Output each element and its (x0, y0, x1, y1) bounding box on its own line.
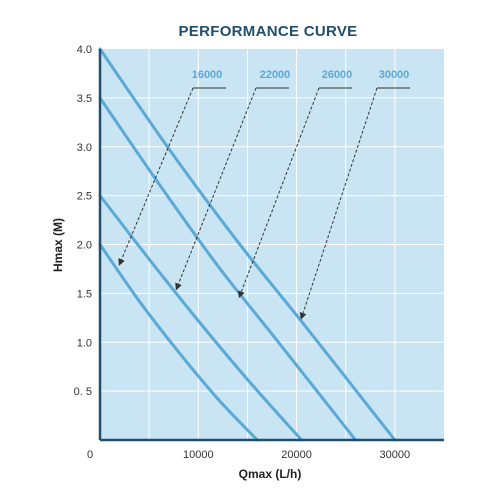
y-tick-label: 1.0 (77, 337, 92, 349)
series-label-16000: 16000 (192, 69, 223, 81)
x-tick-label: 20000 (281, 449, 312, 461)
y-tick-label: 1.5 (77, 288, 92, 300)
series-label-30000: 30000 (379, 69, 410, 81)
curve-22000 (98, 194, 303, 442)
y-tick-label: 3.5 (77, 93, 92, 105)
y-tick-labels: 0. 5 1.0 1.5 2.0 2.5 3.0 3.5 4.0 (74, 44, 92, 398)
x-axis-label: Qmax (L/h) (239, 467, 302, 481)
curve-30000 (98, 47, 397, 442)
chart-title: PERFORMANCE CURVE (178, 23, 357, 40)
x-tick-label: 10000 (183, 449, 214, 461)
curve-26000 (98, 96, 358, 442)
x-tick-labels: 0 10000 20000 30000 (87, 449, 410, 461)
x-tick-label: 30000 (380, 449, 411, 461)
y-tick-label: 2.0 (77, 240, 92, 252)
grid-lines (100, 49, 444, 440)
y-tick-label: 3.0 (77, 142, 92, 154)
leader-arrow-16000 (118, 87, 194, 266)
x-tick-label: 0 (87, 449, 93, 461)
y-tick-label: 4.0 (77, 44, 92, 56)
series-label-22000: 22000 (260, 69, 291, 81)
y-axis-label: Hmax (M) (51, 218, 65, 272)
y-tick-label: 2.5 (77, 191, 92, 203)
leader-arrow-26000 (238, 87, 320, 299)
y-tick-label: 0. 5 (74, 386, 92, 398)
leader-arrow-22000 (175, 87, 257, 291)
series-label-26000: 26000 (322, 69, 353, 81)
leader-arrow-30000 (299, 87, 378, 320)
curves (98, 47, 397, 442)
curve-16000 (98, 243, 259, 442)
series-annotations: 16000 22000 26000 30000 (118, 69, 410, 320)
axes (98, 49, 444, 442)
